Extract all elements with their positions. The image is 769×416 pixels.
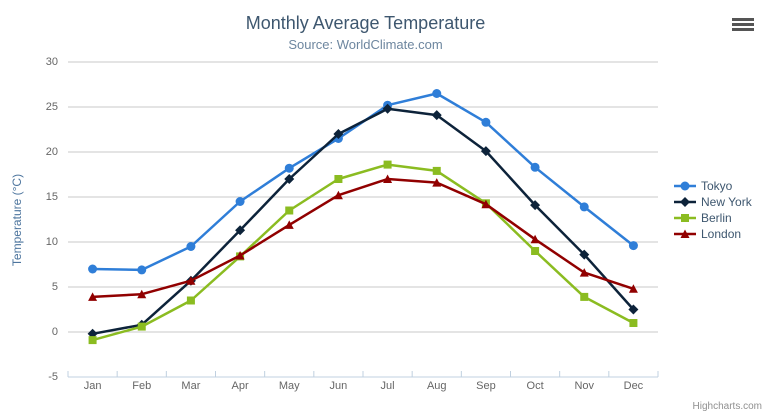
y-axis-label: 0 [51,326,58,338]
data-point-berlin-0[interactable] [88,336,97,345]
data-point-berlin-1[interactable] [137,322,146,331]
data-point-tokyo-2[interactable] [186,242,196,251]
data-point-london-4[interactable] [284,220,294,229]
x-axis-label: Dec [623,380,644,392]
x-axis-label: Aug [426,380,447,392]
data-point-new-york-9[interactable] [530,200,541,211]
y-axis-label: 25 [45,101,58,113]
legend-label: London [701,227,742,241]
data-point-tokyo-9[interactable] [530,162,540,172]
x-axis-label: Jun [329,380,348,392]
x-axis-label: May [278,380,300,392]
data-point-london-1[interactable] [137,289,147,299]
data-point-london-11[interactable] [628,284,638,293]
data-point-tokyo-11[interactable] [628,241,638,251]
legend-marker-new-york[interactable] [680,197,690,207]
data-point-berlin-11[interactable] [629,319,638,327]
data-point-berlin-6[interactable] [383,160,392,169]
chart-title: Monthly Average Temperature [245,13,486,33]
data-point-tokyo-3[interactable] [235,197,245,206]
data-point-london-8[interactable] [481,199,491,209]
x-axis-label: Apr [231,380,249,392]
y-axis-label: 20 [45,146,58,158]
legend-marker-tokyo[interactable] [680,181,690,191]
data-point-new-york-10[interactable] [579,249,590,260]
data-point-london-9[interactable] [530,234,540,244]
hamburger-icon [732,23,754,26]
data-point-new-york-5[interactable] [333,129,344,139]
data-point-london-3[interactable] [235,251,245,260]
x-axis-label: Sep [476,380,496,392]
y-axis-label: 15 [45,191,58,203]
data-point-new-york-7[interactable] [431,110,442,121]
data-point-london-6[interactable] [383,174,393,184]
data-point-new-york-6[interactable] [382,103,393,114]
legend-item-tokyo[interactable]: Tokyo [674,178,752,194]
series-line-berlin [91,163,635,342]
data-point-tokyo-10[interactable] [579,202,589,212]
data-point-london-2[interactable] [186,276,196,285]
data-point-tokyo-4[interactable] [284,163,294,173]
data-point-berlin-2[interactable] [186,296,195,305]
legend-item-new-york[interactable]: New York [674,194,752,210]
data-point-london-7[interactable] [432,178,442,187]
data-point-tokyo-1[interactable] [137,265,147,275]
legend-symbol [674,229,696,239]
legend-symbol [674,181,696,191]
x-axis-label: Nov [574,380,595,392]
legend-symbol [674,197,696,207]
x-axis-label: Jul [380,380,395,392]
data-point-berlin-10[interactable] [580,292,589,301]
x-axis-label: Oct [526,380,544,392]
data-point-london-0[interactable] [88,292,98,301]
y-axis-label: 5 [51,281,58,293]
data-point-london-10[interactable] [579,268,589,277]
series-line-tokyo [91,92,635,272]
legend-label: New York [701,195,752,209]
data-point-new-york-3[interactable] [235,225,246,236]
legend-item-berlin[interactable]: Berlin [674,210,752,226]
legend-marker-berlin[interactable] [681,214,689,222]
series-line-london [91,177,635,299]
data-point-tokyo-8[interactable] [481,117,491,127]
legend-item-london[interactable]: London [674,226,752,242]
series-line-new-york [91,107,635,336]
data-point-tokyo-0[interactable] [88,264,98,274]
legend-label: Berlin [701,211,732,225]
credits-link[interactable]: Highcharts.com [692,401,762,412]
legend-label: Tokyo [701,179,733,193]
data-point-tokyo-7[interactable] [432,89,442,98]
chart-subtitle: Source: WorldClimate.com [288,37,443,52]
y-axis-label: 10 [45,236,58,248]
data-point-new-york-8[interactable] [480,146,491,157]
hamburger-icon [732,18,754,21]
data-point-new-york-4[interactable] [284,174,295,184]
data-point-berlin-4[interactable] [285,206,294,215]
x-axis-label: Mar [181,380,201,392]
x-axis-label: Jan [83,380,102,392]
legend-marker-london[interactable] [680,229,690,239]
y-axis-label: -5 [48,371,58,383]
y-axis-label: 30 [45,56,58,68]
data-point-london-5[interactable] [333,190,343,200]
data-point-berlin-9[interactable] [531,247,540,255]
hamburger-icon [732,28,754,31]
legend: Tokyo New York Berlin London [674,178,752,242]
legend-symbol [674,214,696,222]
context-menu-button[interactable] [732,18,754,31]
data-point-new-york-11[interactable] [628,304,639,315]
data-point-berlin-7[interactable] [432,166,441,175]
data-point-berlin-5[interactable] [334,175,343,183]
x-axis-label: Feb [132,380,152,392]
